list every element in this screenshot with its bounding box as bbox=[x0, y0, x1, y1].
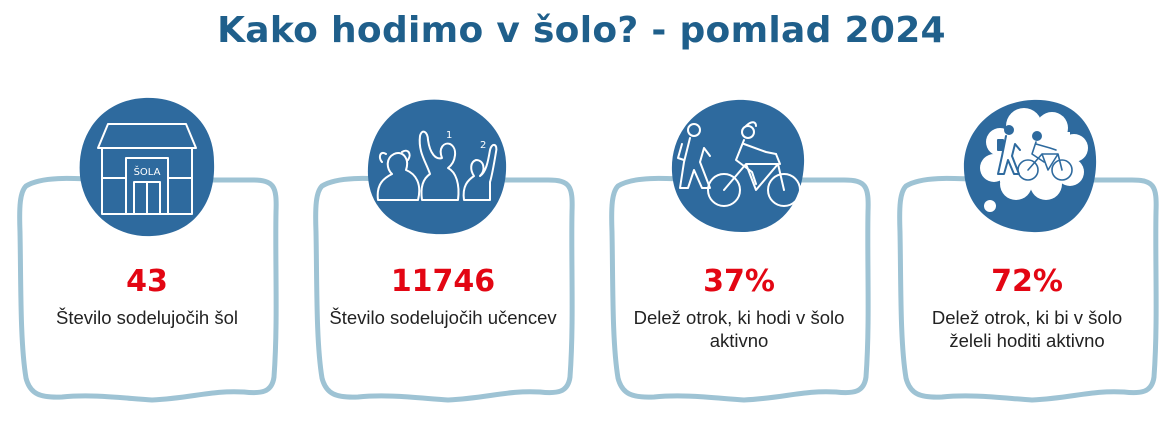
svg-text:2: 2 bbox=[480, 140, 486, 151]
raised-hands-students-icon: 1 2 bbox=[367, 99, 507, 235]
stat-value: 11746 bbox=[390, 264, 496, 299]
school-building-icon: ŠOLA bbox=[79, 97, 215, 237]
stat-label: Število sodelujočih učencev bbox=[329, 307, 557, 328]
stat-card-schools: ŠOLA 43 Število sodelujočih šol bbox=[12, 92, 282, 408]
stat-card-desired-active: 72% Delež otrok, ki bi v šolo želeli hod… bbox=[892, 92, 1162, 408]
stat-value: 72% bbox=[991, 264, 1063, 299]
stat-value: 43 bbox=[126, 264, 168, 299]
page-title: Kako hodimo v šolo? - pomlad 2024 bbox=[217, 10, 946, 51]
card-frame bbox=[609, 175, 871, 403]
walking-and-cycling-icon bbox=[671, 99, 805, 232]
card-frame bbox=[313, 175, 575, 403]
svg-text:ŠOLA: ŠOLA bbox=[134, 165, 161, 178]
card-frame bbox=[17, 175, 279, 403]
thought-bubble-active-travel-icon bbox=[963, 99, 1097, 233]
card-frame bbox=[897, 175, 1159, 403]
stat-card-active-share: 37% Delež otrok, ki hodi v šolo aktivno bbox=[604, 92, 874, 408]
stat-label: Število sodelujočih šol bbox=[55, 307, 239, 328]
stat-card-students: 1 2 11746 Število sodelujočih učencev bbox=[308, 92, 578, 408]
stat-label: Delež otrok, ki hodi v šolo aktivno bbox=[633, 307, 845, 351]
stat-label: Delež otrok, ki bi v šolo želeli hoditi … bbox=[931, 307, 1123, 351]
stat-value: 37% bbox=[703, 264, 775, 299]
svg-text:1: 1 bbox=[446, 130, 452, 141]
